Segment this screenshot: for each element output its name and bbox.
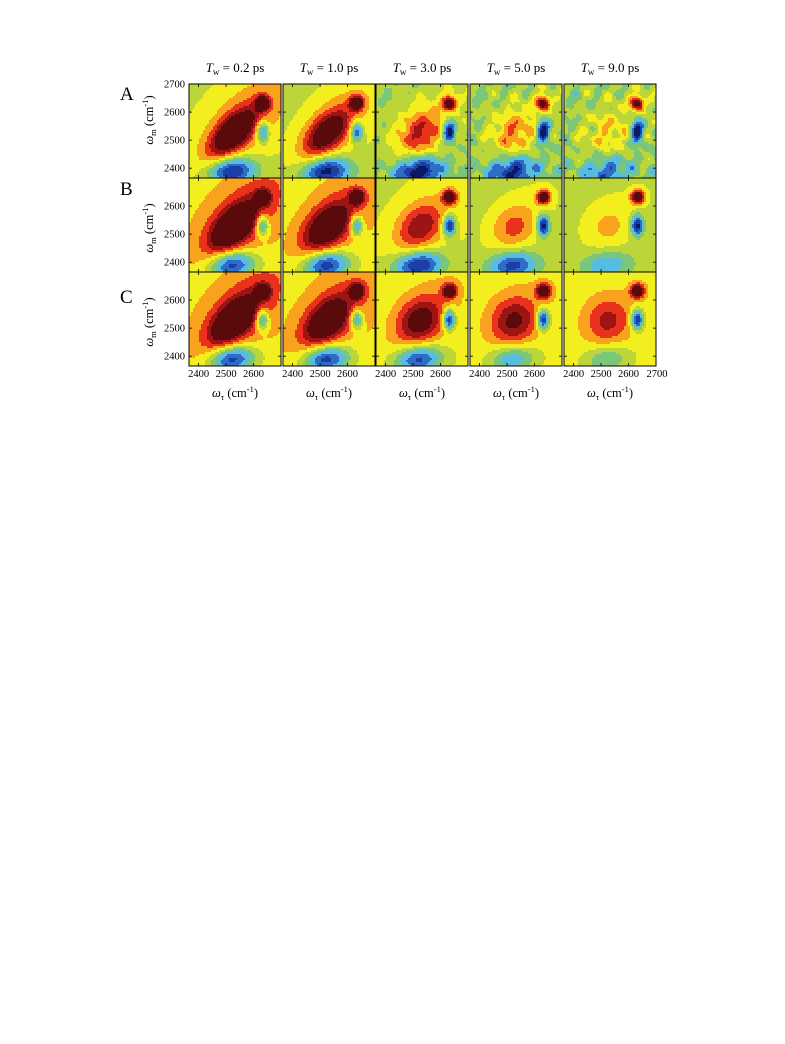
x-axis-label: ωτ (cm-1) [306,384,352,402]
y-tick-label: 2400 [164,352,185,363]
x-axis-label: ωτ (cm-1) [493,384,539,402]
column-title: Tw = 9.0 ps [581,60,640,77]
x-axis-label: ωτ (cm-1) [587,384,633,402]
contour-panel-a-1 [189,84,281,178]
y-axis-label: ωm (cm-1) [140,203,158,252]
y-axis-label: ωm (cm-1) [140,95,158,144]
contour-panel-c-3 [376,272,468,366]
contour-panel-c-5 [564,272,656,366]
column-title: Tw = 0.2 ps [206,60,265,77]
contour-panel-b-2 [283,178,375,272]
y-tick-label: 2600 [164,108,185,119]
y-axis-label: ωm (cm-1) [140,297,158,346]
x-tick-label: 2500 [591,369,612,380]
x-tick-label: 2400 [282,369,303,380]
x-tick-label: 2400 [188,369,209,380]
x-tick-label: 2600 [618,369,639,380]
contour-panel-a-2 [283,84,375,178]
x-axis-label: ωτ (cm-1) [212,384,258,402]
x-tick-label: 2500 [310,369,331,380]
x-tick-label: 2600 [337,369,358,380]
contour-figure: 2400 2500 2600 2700 2400 2500 2600 2400 2500 2600… [0,0,785,420]
x-tick-label: 2600 [524,369,545,380]
column-title: Tw = 5.0 ps [487,60,546,77]
x-tick-label: 2400 [375,369,396,380]
x-tick-label: 2600 [243,369,264,380]
x-tick-label: 2400 [469,369,490,380]
y-tick-label: 2600 [164,296,185,307]
contour-panel-a-4 [470,84,562,178]
y-tick-label: 2500 [164,324,185,335]
y-tick-label: 2700 [164,80,185,91]
y-tick-label: 2500 [164,136,185,147]
y-tick-label: 2400 [164,164,185,175]
column-title: Tw = 3.0 ps [393,60,452,77]
contour-panel-c-1 [189,272,281,366]
contour-panel-a-3 [376,84,468,178]
row-label: A [120,84,134,105]
x-tick-label: 2500 [216,369,237,380]
column-title: Tw = 1.0 ps [300,60,359,77]
contour-panel-b-4 [470,178,562,272]
y-tick-label: 2400 [164,258,185,269]
contour-panel-a-5 [564,84,656,178]
contour-panel-b-5 [564,178,656,272]
contour-panel-b-1 [189,178,281,272]
contour-panel-c-4 [470,272,562,366]
x-tick-label: 2500 [403,369,424,380]
x-tick-label: 2500 [497,369,518,380]
y-tick-label: 2600 [164,202,185,213]
x-tick-label: 2700 [647,369,668,380]
row-label: C [120,287,133,308]
x-tick-label: 2400 [563,369,584,380]
y-tick-label: 2500 [164,230,185,241]
x-axis-label: ωτ (cm-1) [399,384,445,402]
x-tick-label: 2600 [430,369,451,380]
contour-panel-c-2 [283,272,375,366]
contour-panel-b-3 [376,178,468,272]
row-label: B [120,179,133,200]
